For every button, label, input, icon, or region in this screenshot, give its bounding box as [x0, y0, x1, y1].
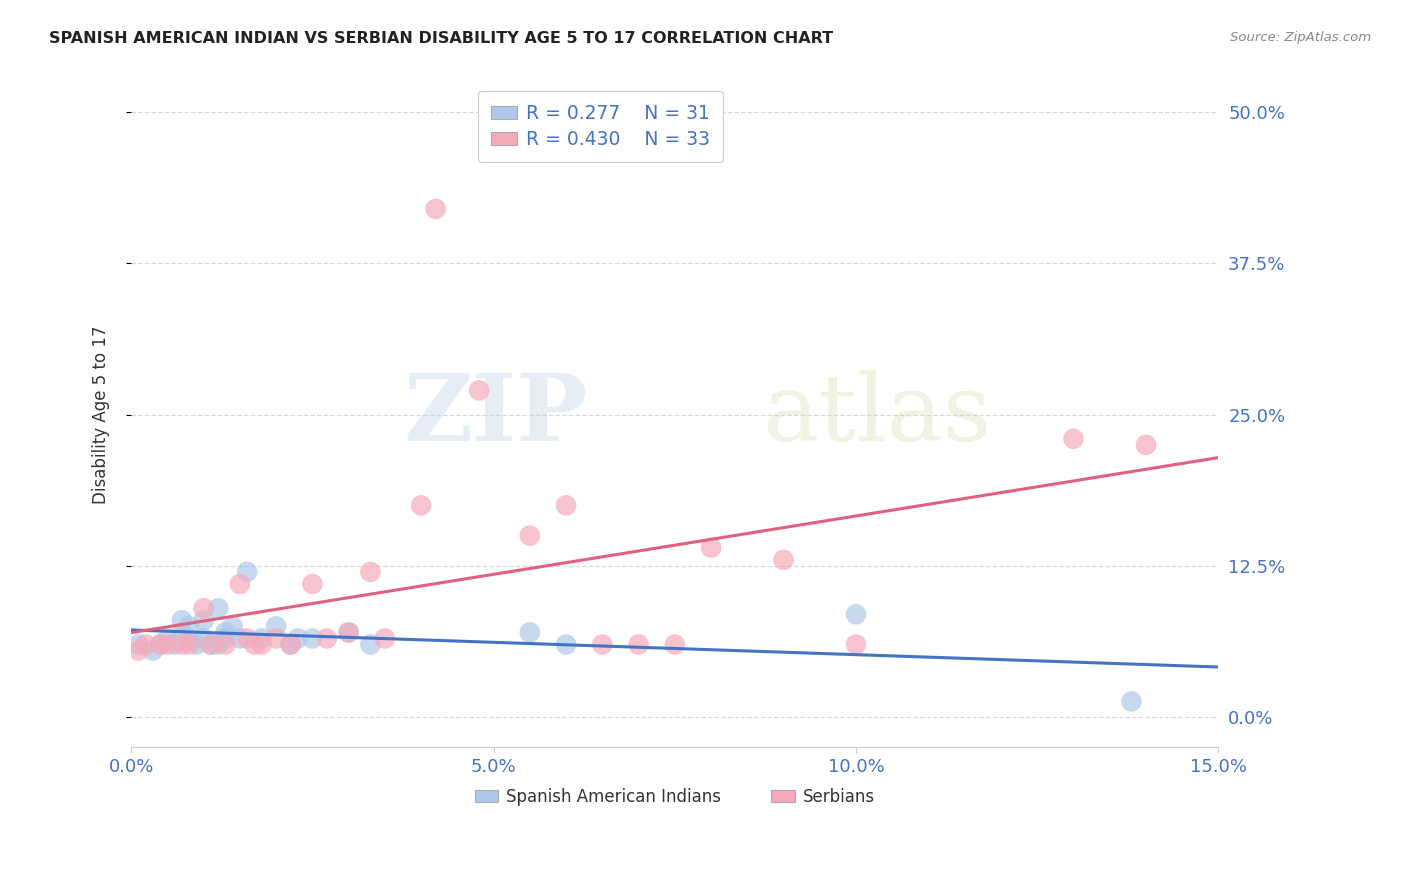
Point	[200, 638, 222, 652]
Legend: Spanish American Indians, Serbians: Spanish American Indians, Serbians	[468, 780, 882, 813]
Text: ZIP: ZIP	[404, 369, 588, 459]
Point	[1062, 432, 1084, 446]
Point	[250, 632, 273, 646]
Point	[179, 619, 201, 633]
Point	[221, 619, 243, 633]
Point	[359, 565, 381, 579]
Text: SPANISH AMERICAN INDIAN VS SERBIAN DISABILITY AGE 5 TO 17 CORRELATION CHART: SPANISH AMERICAN INDIAN VS SERBIAN DISAB…	[49, 31, 834, 46]
Point	[700, 541, 723, 555]
Point	[149, 638, 172, 652]
Point	[236, 565, 259, 579]
Point	[236, 632, 259, 646]
Point	[1121, 694, 1143, 708]
Point	[186, 638, 208, 652]
Point	[287, 632, 309, 646]
Point	[127, 638, 149, 652]
Point	[170, 625, 193, 640]
Y-axis label: Disability Age 5 to 17: Disability Age 5 to 17	[93, 326, 110, 504]
Point	[229, 632, 252, 646]
Point	[156, 638, 179, 652]
Point	[214, 638, 236, 652]
Point	[142, 643, 165, 657]
Point	[250, 638, 273, 652]
Point	[280, 638, 302, 652]
Point	[229, 577, 252, 591]
Point	[200, 638, 222, 652]
Point	[264, 632, 287, 646]
Point	[170, 613, 193, 627]
Point	[243, 638, 266, 652]
Point	[359, 638, 381, 652]
Point	[374, 632, 396, 646]
Point	[179, 638, 201, 652]
Point	[127, 643, 149, 657]
Point	[149, 638, 172, 652]
Point	[193, 601, 215, 615]
Point	[207, 601, 229, 615]
Point	[163, 638, 186, 652]
Point	[170, 638, 193, 652]
Point	[845, 638, 868, 652]
Point	[772, 553, 794, 567]
Point	[193, 613, 215, 627]
Point	[519, 625, 541, 640]
Point	[214, 632, 236, 646]
Point	[135, 638, 157, 652]
Point	[337, 625, 360, 640]
Text: Source: ZipAtlas.com: Source: ZipAtlas.com	[1230, 31, 1371, 45]
Point	[315, 632, 337, 646]
Point	[280, 638, 302, 652]
Point	[425, 202, 447, 216]
Point	[193, 632, 215, 646]
Point	[207, 638, 229, 652]
Point	[301, 577, 323, 591]
Point	[301, 632, 323, 646]
Point	[591, 638, 613, 652]
Point	[519, 528, 541, 542]
Point	[627, 638, 650, 652]
Point	[1135, 438, 1157, 452]
Point	[156, 632, 179, 646]
Point	[264, 619, 287, 633]
Point	[468, 384, 491, 398]
Point	[179, 632, 201, 646]
Text: atlas: atlas	[762, 369, 991, 459]
Point	[411, 499, 433, 513]
Point	[214, 625, 236, 640]
Point	[337, 625, 360, 640]
Point	[845, 607, 868, 622]
Point	[555, 638, 578, 652]
Point	[555, 499, 578, 513]
Point	[664, 638, 686, 652]
